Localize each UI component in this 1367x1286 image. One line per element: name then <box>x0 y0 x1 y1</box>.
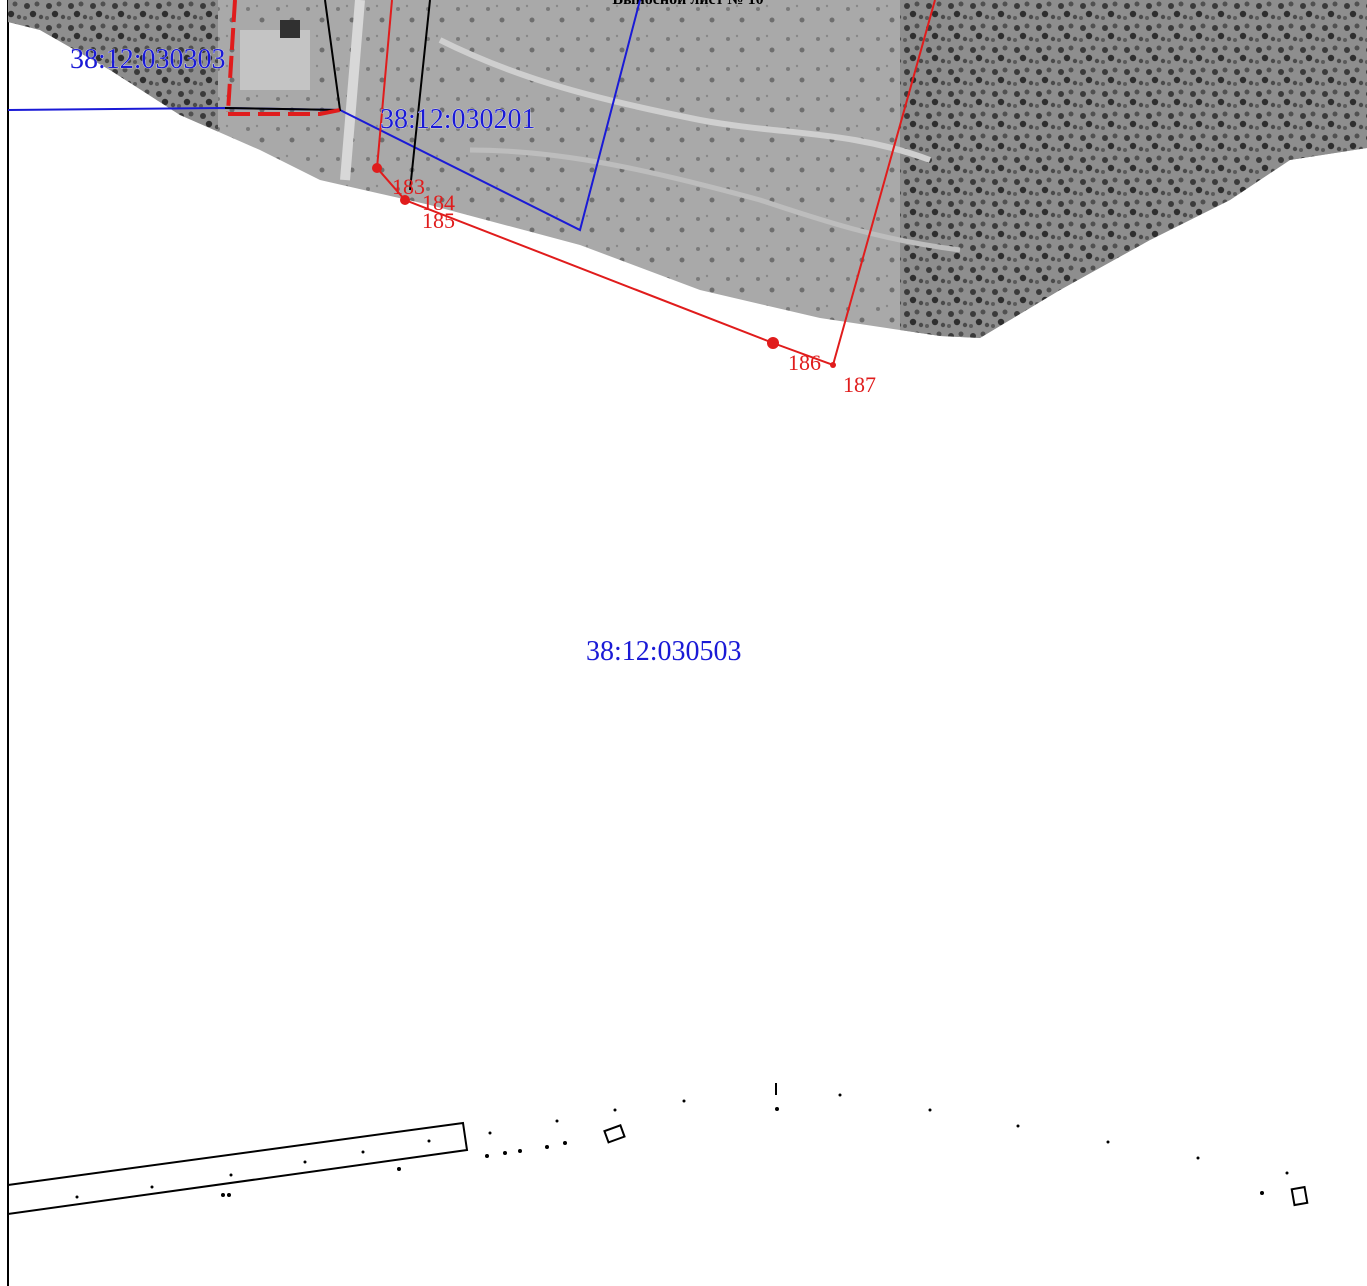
boundary-point-183 <box>372 163 382 173</box>
quarter-label-030201: 38:12:030201 <box>380 104 536 135</box>
small-building <box>603 1124 626 1144</box>
road-boundary-lines <box>224 0 431 191</box>
boundary-point-187 <box>830 362 836 368</box>
boundary-point-185 <box>400 195 410 205</box>
boundary-point-labels: 183 184 185 186 187 <box>392 174 876 397</box>
point-label-186: 186 <box>788 350 821 375</box>
sheet-title: Выносной лист № 10 <box>612 0 763 8</box>
point-label-184: 184 <box>422 190 455 215</box>
survey-dots <box>75 1093 1289 1199</box>
quarter-label-030503: 38:12:030503 <box>586 636 742 667</box>
boundary-point-186 <box>767 337 779 349</box>
linear-structure <box>7 1083 1309 1216</box>
boundary-point-markers <box>372 163 836 368</box>
small-building <box>1290 1185 1309 1207</box>
point-label-185: 185 <box>422 208 455 233</box>
point-label-183: 183 <box>392 174 425 199</box>
quarter-label-030303: 38:12:030303 <box>70 44 226 75</box>
point-label-187: 187 <box>843 372 876 397</box>
